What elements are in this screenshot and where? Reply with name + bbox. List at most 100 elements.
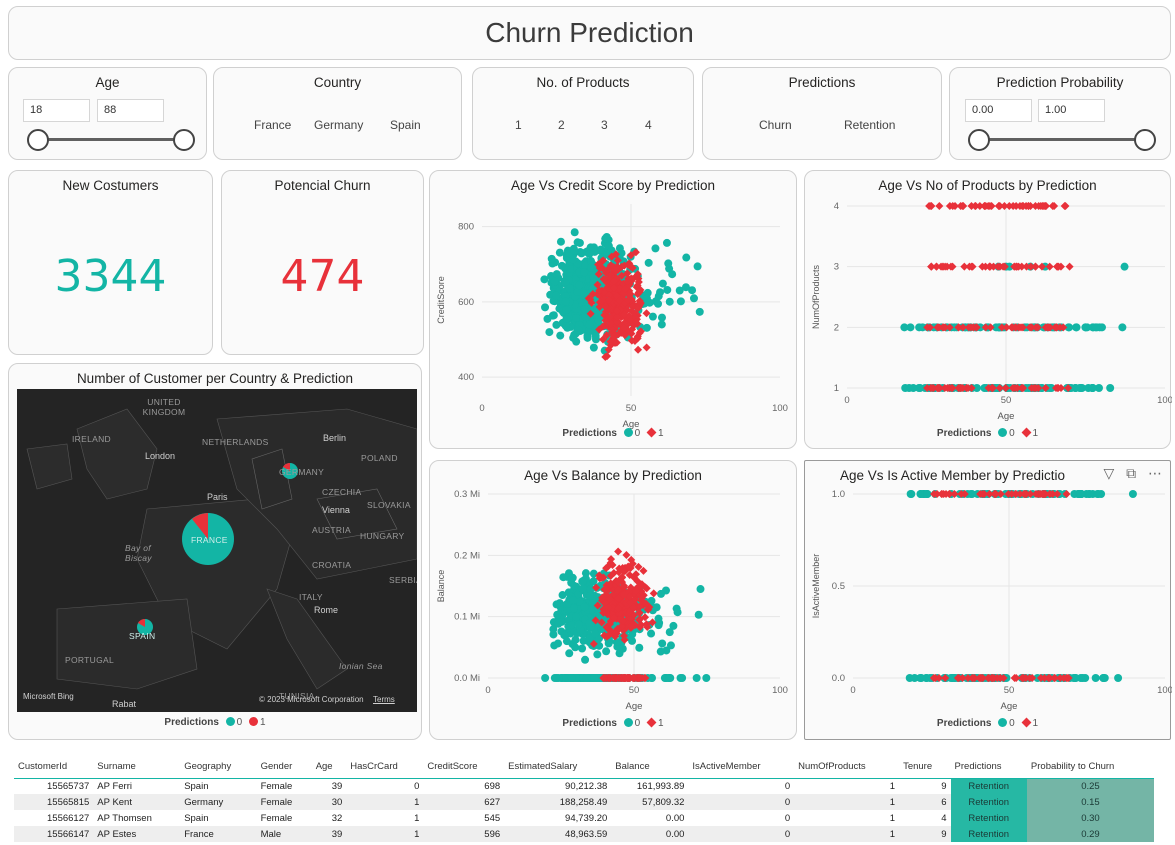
chart-credit-score[interactable]: Age Vs Credit Score by Prediction 400 600… bbox=[429, 170, 797, 449]
point-series-1 bbox=[586, 309, 595, 318]
age-slider-max-handle[interactable] bbox=[173, 129, 195, 151]
probability-slider-max-handle[interactable] bbox=[1134, 129, 1156, 151]
point-series-0 bbox=[540, 275, 549, 284]
legend-title: Predictions bbox=[936, 428, 992, 439]
point-series-0 bbox=[607, 246, 616, 255]
table-row[interactable]: 15565815 AP Kent Germany Female 30 1 627 188,25… bbox=[14, 794, 1154, 810]
point-series-1 bbox=[641, 613, 650, 622]
table-row[interactable]: 15565737 AP Ferri Spain Female 39 0 698 90,212.… bbox=[14, 778, 1154, 794]
table-column-header[interactable]: CustomerId bbox=[14, 756, 94, 779]
more-options-icon[interactable]: ⋯ bbox=[1148, 465, 1162, 481]
products-option-2[interactable]: 2 bbox=[558, 118, 565, 132]
point-series-0 bbox=[916, 490, 925, 498]
point-series-0 bbox=[590, 674, 599, 682]
products-option-4[interactable]: 4 bbox=[645, 118, 652, 132]
products-option-1[interactable]: 1 bbox=[515, 118, 522, 132]
x-axis-label: Age bbox=[1001, 701, 1018, 712]
age-slider-min-handle[interactable] bbox=[27, 129, 49, 151]
chart-active-member[interactable]: Age Vs Is Active Member by Predictio ▽ ⧉… bbox=[804, 460, 1172, 740]
chart-credit-score-title: Age Vs Credit Score by Prediction bbox=[510, 178, 716, 193]
table-cell: 30 bbox=[311, 794, 347, 810]
country-map-card: Number of Customer per Country & Predict… bbox=[8, 363, 422, 740]
table-column-header[interactable]: Gender bbox=[256, 756, 312, 779]
products-option-3[interactable]: 3 bbox=[601, 118, 608, 132]
point-series-0 bbox=[574, 325, 583, 334]
chart-balance[interactable]: Age Vs Balance by Prediction 0.0 Mi 0.1 M… bbox=[429, 460, 797, 740]
point-series-1 bbox=[595, 298, 604, 307]
chart-active-member-plot: 0.0 0.5 1.0 0 50 100 Age IsActiveMember bbox=[811, 489, 1172, 712]
table-column-header[interactable]: HasCrCard bbox=[346, 756, 424, 779]
table-column-header[interactable]: Balance bbox=[611, 756, 689, 779]
focus-mode-icon[interactable]: ⧉ bbox=[1126, 465, 1137, 481]
table-column-header[interactable]: Predictions bbox=[950, 756, 1027, 779]
filter-icon[interactable]: ▽ bbox=[1103, 465, 1115, 481]
point-series-1 bbox=[1010, 384, 1019, 392]
table-column-header[interactable]: NumOfProducts bbox=[794, 756, 900, 779]
table-row[interactable]: 15566147 AP Estes France Male 39 1 596 48,963.5… bbox=[14, 826, 1154, 842]
map-city-paris: Paris bbox=[207, 492, 228, 502]
age-max-input[interactable]: 88 bbox=[97, 99, 164, 122]
table-column-header[interactable]: CreditScore bbox=[423, 756, 505, 779]
point-series-1 bbox=[954, 674, 963, 682]
map-title: Number of Customer per Country & Predict… bbox=[76, 371, 354, 386]
point-series-0 bbox=[552, 270, 561, 279]
point-series-0 bbox=[917, 674, 926, 682]
table-column-header[interactable]: EstimatedSalary bbox=[504, 756, 612, 779]
point-series-1 bbox=[602, 585, 611, 594]
chart-balance-legend: Predictions 0 1 bbox=[430, 717, 796, 729]
chart-credit-score-plot: 400 600 800 0 50 100 Age CreditScore bbox=[436, 204, 788, 430]
table-row[interactable]: 15566127 AP Thomsen Spain Female 32 1 545 94,73… bbox=[14, 810, 1154, 826]
point-series-0 bbox=[655, 618, 664, 627]
country-option-spain[interactable]: Spain bbox=[390, 118, 421, 132]
table-column-header[interactable]: Surname bbox=[93, 756, 181, 779]
potential-churn-value: 474 bbox=[280, 251, 365, 302]
age-slider-track[interactable] bbox=[37, 138, 183, 141]
point-series-0 bbox=[582, 674, 591, 682]
probability-slider-track[interactable] bbox=[978, 138, 1144, 141]
point-series-1 bbox=[981, 323, 990, 332]
x-tick-label: 50 bbox=[1001, 395, 1012, 406]
table-cell: Female bbox=[256, 794, 312, 810]
point-series-1 bbox=[1011, 323, 1020, 332]
map-label-tunisia: TUNISIA bbox=[279, 691, 315, 701]
predictions-option-churn[interactable]: Churn bbox=[759, 118, 792, 132]
table-column-header[interactable]: Probability to Churn bbox=[1026, 756, 1154, 779]
table-column-header[interactable]: Geography bbox=[180, 756, 257, 779]
age-min-input[interactable]: 18 bbox=[23, 99, 90, 122]
table-cell: 698 bbox=[423, 778, 505, 794]
point-series-0 bbox=[589, 272, 598, 281]
point-series-1 bbox=[632, 586, 641, 595]
point-series-0 bbox=[585, 250, 594, 259]
probability-max-input[interactable]: 1.00 bbox=[1038, 99, 1105, 122]
point-series-0 bbox=[1120, 262, 1129, 271]
predictions-option-retention[interactable]: Retention bbox=[844, 118, 896, 132]
point-series-0 bbox=[1071, 674, 1080, 682]
legend-title: Predictions bbox=[936, 718, 992, 729]
point-series-1 bbox=[1060, 202, 1069, 210]
map-legend-item-1: 1 bbox=[260, 717, 266, 728]
point-series-1 bbox=[642, 309, 651, 318]
country-slicer-title: Country bbox=[313, 75, 362, 90]
table-column-header[interactable]: Age bbox=[311, 756, 347, 779]
point-series-0 bbox=[586, 243, 595, 252]
point-series-1 bbox=[1036, 674, 1045, 682]
point-series-1 bbox=[634, 562, 643, 571]
chart-num-products[interactable]: Age Vs No of Products by Prediction 1 2 3 4… bbox=[804, 170, 1172, 449]
country-map[interactable]: UNITED KINGDOM IRELAND NETHERLANDS GERMA… bbox=[17, 389, 417, 712]
probability-slider-min-handle[interactable] bbox=[968, 129, 990, 151]
map-terms-link[interactable]: Terms bbox=[373, 695, 395, 704]
point-series-1 bbox=[623, 674, 632, 682]
chart-num-products-title: Age Vs No of Products by Prediction bbox=[878, 178, 1097, 193]
y-tick-label: 600 bbox=[458, 297, 474, 308]
probability-min-input[interactable]: 0.00 bbox=[965, 99, 1032, 122]
table-column-header[interactable]: Tenure bbox=[899, 756, 951, 779]
map-legend: Predictions 0 1 bbox=[9, 717, 421, 728]
point-series-1 bbox=[1026, 490, 1035, 498]
point-series-0 bbox=[591, 629, 600, 638]
country-option-germany[interactable]: Germany bbox=[314, 118, 364, 132]
page-title: Churn Prediction bbox=[485, 17, 694, 48]
point-series-1 bbox=[1045, 262, 1054, 271]
country-option-france[interactable]: France bbox=[254, 118, 292, 132]
table-column-header[interactable]: IsActiveMember bbox=[688, 756, 795, 779]
point-series-1 bbox=[1064, 674, 1073, 682]
